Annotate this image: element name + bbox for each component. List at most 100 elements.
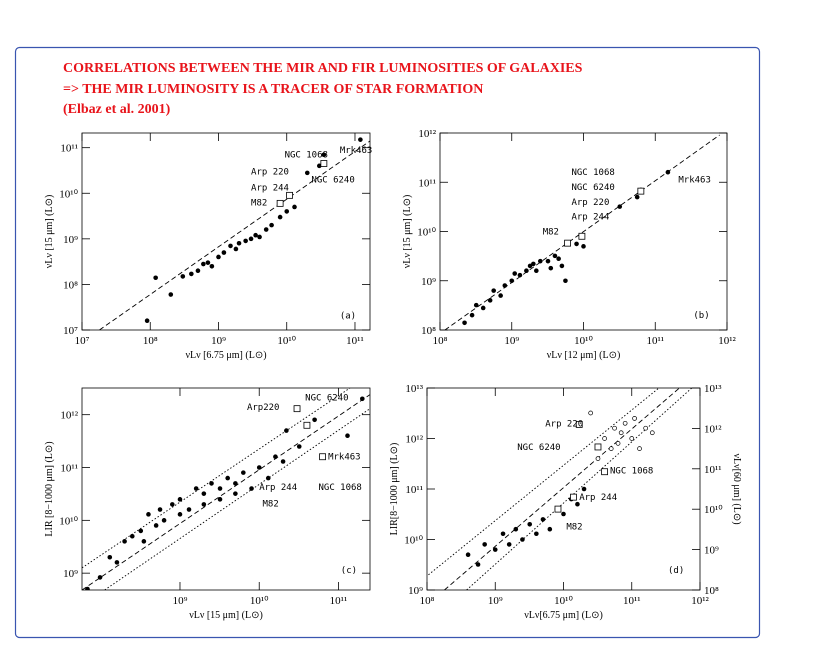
data-point: [153, 275, 158, 281]
annotation: NGC 1068: [285, 151, 328, 161]
data-point: [243, 238, 248, 244]
data-point: [487, 298, 493, 303]
data-point: [534, 268, 539, 273]
data-point: [228, 243, 233, 249]
annotation: M82: [566, 523, 582, 533]
x-axis-label: νLν [12 μm] (L⊙): [547, 350, 621, 361]
data-point: [292, 204, 297, 210]
data-point: [205, 260, 211, 265]
y-tick-label: 10¹⁰: [59, 188, 78, 200]
annotation: Arp 220: [571, 198, 609, 208]
y2-tick-label: 10¹¹: [704, 464, 722, 476]
data-point-square: [637, 187, 645, 195]
y2-tick-label: 10⁹: [704, 545, 719, 557]
annotation: NGC 6240: [311, 176, 354, 186]
data-point: [284, 209, 290, 214]
data-point: [480, 305, 486, 311]
x-tick-label: 10⁹: [504, 335, 519, 347]
data-point: [177, 512, 183, 517]
fit-line: [466, 388, 693, 590]
data-point: [502, 283, 508, 288]
data-point: [296, 444, 302, 449]
y-axis-label: LIR [8−1000 μm] (L⊙): [44, 441, 55, 536]
data-point: [312, 417, 317, 423]
plot-frame: [81, 132, 371, 331]
y-tick-label: 10¹²: [405, 434, 423, 446]
data-point: [269, 222, 274, 228]
data-point: [520, 537, 525, 542]
data-point: [581, 244, 586, 249]
y2-tick-label: 10¹⁰: [704, 504, 723, 516]
data-point: [559, 263, 565, 269]
x-tick-label: 10¹²: [718, 335, 736, 347]
annotation: M82: [543, 228, 559, 238]
annotation: Mrk463: [340, 146, 373, 156]
data-point: [193, 486, 199, 491]
y-tick-label: 10⁸: [63, 279, 78, 291]
annotation: (d): [668, 566, 684, 576]
annotation: Arp220: [247, 403, 280, 413]
x-axis-label: νLν[6.75 μm] (L⊙): [524, 610, 603, 621]
data-point: [527, 521, 533, 527]
data-point: [273, 454, 278, 460]
data-point: [473, 302, 479, 308]
data-point: [506, 542, 512, 547]
y-tick-label: 10⁸: [421, 325, 436, 337]
fit-line: [82, 394, 370, 590]
annotation: (b): [693, 311, 709, 321]
data-point-open: [595, 456, 601, 461]
data-point: [498, 293, 503, 298]
data-point: [265, 475, 271, 481]
fit-line: [99, 140, 370, 330]
data-point: [253, 232, 258, 238]
title-line: CORRELATIONS BETWEEN THE MIR AND FIR LUM…: [63, 61, 583, 76]
annotation: M82: [263, 499, 279, 509]
data-point: [153, 523, 159, 528]
annotation: NGC 6240: [305, 394, 348, 404]
data-point-open: [643, 425, 649, 431]
data-point: [574, 241, 579, 247]
annotation: NGC 6240: [517, 443, 560, 453]
y-tick-label: 10⁹: [63, 568, 78, 580]
data-point: [168, 292, 174, 297]
data-point: [563, 278, 568, 284]
x-axis-label: νLν [15 μm] (L⊙): [189, 610, 263, 621]
data-point: [85, 586, 90, 590]
data-point: [144, 318, 150, 323]
annotation: Mrk463: [678, 175, 711, 185]
plot: [82, 388, 370, 590]
data-point: [321, 152, 327, 158]
data-point: [114, 560, 120, 565]
data-point-open: [622, 420, 628, 426]
data-point: [358, 137, 363, 142]
data-point: [512, 271, 518, 276]
annotation: NGC 1068: [319, 483, 362, 493]
data-point: [500, 531, 506, 537]
data-point: [201, 491, 207, 496]
data-point: [556, 256, 561, 262]
data-point: [141, 539, 147, 544]
data-point: [534, 531, 539, 537]
annotation: Mrk463: [328, 453, 361, 463]
data-point: [221, 250, 227, 255]
data-point: [547, 526, 553, 532]
annotation: Arp 244: [571, 213, 609, 223]
data-point: [170, 502, 175, 507]
data-point-open: [618, 430, 624, 436]
x-tick-label: 10¹¹: [330, 595, 348, 607]
data-point: [491, 288, 496, 293]
data-point-square: [601, 468, 608, 476]
data-point: [257, 234, 262, 240]
x-tick-label: 10¹¹: [346, 335, 364, 347]
y2-tick-label: 10¹²: [704, 423, 722, 435]
data-point: [157, 507, 163, 512]
data-point: [201, 261, 206, 267]
data-point: [146, 512, 151, 517]
data-point: [617, 204, 623, 209]
data-point: [575, 501, 580, 507]
data-point: [129, 533, 135, 539]
data-point: [177, 497, 183, 502]
data-point-open: [612, 425, 617, 431]
title-line: (Elbaz et al. 2001): [63, 102, 171, 117]
